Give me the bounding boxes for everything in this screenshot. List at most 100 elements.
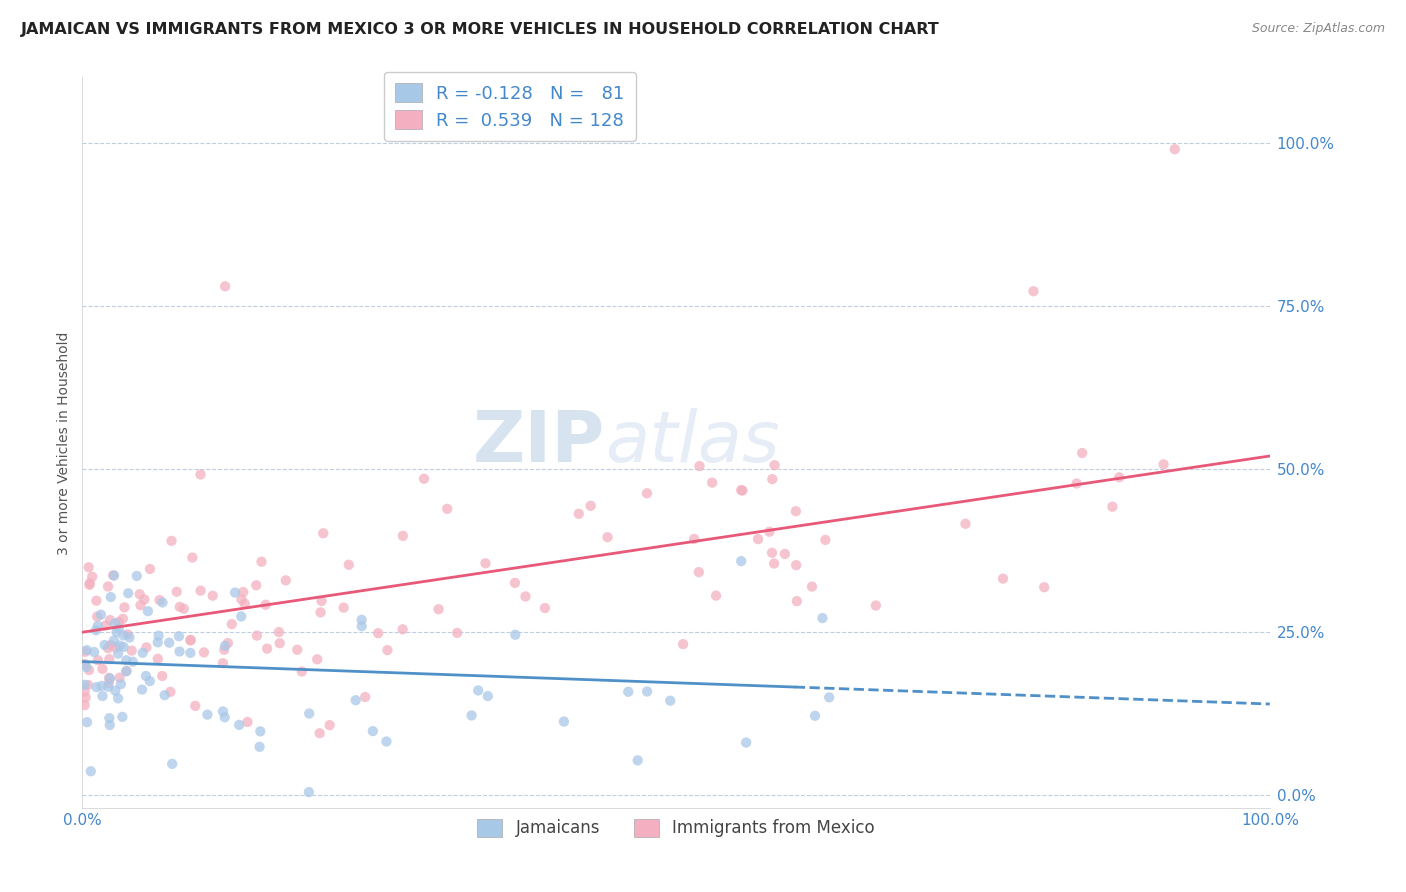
- Point: [139, 562, 162, 576]
- Point: [87, 653, 110, 667]
- Point: [103, 568, 125, 582]
- Point: [169, 644, 191, 658]
- Point: [97, 580, 120, 594]
- Point: [135, 669, 157, 683]
- Point: [73, 698, 96, 713]
- Point: [865, 599, 887, 613]
- Point: [179, 633, 201, 648]
- Point: [82, 570, 104, 584]
- Point: [298, 706, 321, 721]
- Point: [553, 714, 575, 729]
- Point: [91, 662, 114, 676]
- Point: [160, 756, 183, 771]
- Point: [228, 718, 250, 732]
- Point: [101, 568, 124, 582]
- Point: [503, 575, 526, 590]
- Point: [214, 639, 236, 653]
- Point: [763, 557, 786, 571]
- Point: [704, 589, 727, 603]
- Point: [391, 623, 413, 637]
- Point: [97, 680, 120, 694]
- Point: [79, 576, 101, 591]
- Point: [136, 604, 159, 618]
- Point: [224, 585, 246, 599]
- Point: [98, 672, 121, 686]
- Point: [688, 565, 710, 579]
- Point: [169, 599, 191, 614]
- Point: [627, 753, 650, 767]
- Point: [246, 629, 269, 643]
- Text: ZIP: ZIP: [472, 409, 605, 477]
- Point: [166, 584, 188, 599]
- Point: [617, 685, 640, 699]
- Point: [135, 640, 157, 655]
- Point: [112, 640, 135, 654]
- Point: [773, 547, 796, 561]
- Point: [814, 533, 837, 547]
- Text: Source: ZipAtlas.com: Source: ZipAtlas.com: [1251, 22, 1385, 36]
- Point: [114, 600, 136, 615]
- Point: [361, 724, 384, 739]
- Point: [503, 628, 526, 642]
- Point: [731, 483, 754, 498]
- Point: [73, 657, 96, 671]
- Point: [689, 459, 711, 474]
- Point: [730, 483, 752, 497]
- Text: JAMAICAN VS IMMIGRANTS FROM MEXICO 3 OR MORE VEHICLES IN HOUSEHOLD CORRELATION C: JAMAICAN VS IMMIGRANTS FROM MEXICO 3 OR …: [21, 22, 939, 37]
- Point: [121, 655, 143, 669]
- Point: [107, 647, 129, 661]
- Point: [193, 645, 215, 659]
- Point: [86, 609, 108, 624]
- Point: [98, 652, 121, 666]
- Point: [107, 691, 129, 706]
- Point: [298, 785, 321, 799]
- Point: [245, 578, 267, 592]
- Point: [179, 646, 201, 660]
- Point: [672, 637, 695, 651]
- Point: [350, 619, 373, 633]
- Point: [460, 708, 482, 723]
- Point: [77, 678, 100, 692]
- Point: [344, 693, 367, 707]
- Point: [108, 671, 131, 685]
- Point: [115, 665, 138, 679]
- Point: [180, 632, 202, 647]
- Point: [249, 739, 271, 754]
- Point: [83, 645, 105, 659]
- Point: [1071, 446, 1094, 460]
- Point: [98, 671, 121, 685]
- Point: [312, 526, 335, 541]
- Point: [98, 711, 121, 725]
- Point: [761, 472, 783, 486]
- Point: [125, 569, 148, 583]
- Point: [212, 705, 235, 719]
- Point: [197, 707, 219, 722]
- Point: [250, 555, 273, 569]
- Point: [104, 640, 127, 655]
- Point: [118, 631, 141, 645]
- Point: [534, 601, 557, 615]
- Point: [291, 665, 314, 679]
- Point: [249, 724, 271, 739]
- Point: [308, 726, 330, 740]
- Point: [115, 653, 138, 667]
- Point: [105, 624, 128, 639]
- Point: [761, 546, 783, 560]
- Point: [76, 643, 98, 657]
- Point: [231, 609, 253, 624]
- Point: [735, 735, 758, 749]
- Point: [267, 625, 290, 640]
- Point: [131, 682, 153, 697]
- Y-axis label: 3 or more Vehicles in Household: 3 or more Vehicles in Household: [58, 331, 72, 555]
- Point: [94, 618, 117, 632]
- Point: [150, 669, 173, 683]
- Point: [683, 532, 706, 546]
- Point: [93, 638, 115, 652]
- Point: [190, 467, 212, 482]
- Point: [100, 590, 122, 604]
- Point: [309, 606, 332, 620]
- Point: [233, 597, 256, 611]
- Point: [167, 629, 190, 643]
- Point: [955, 516, 977, 531]
- Point: [254, 598, 277, 612]
